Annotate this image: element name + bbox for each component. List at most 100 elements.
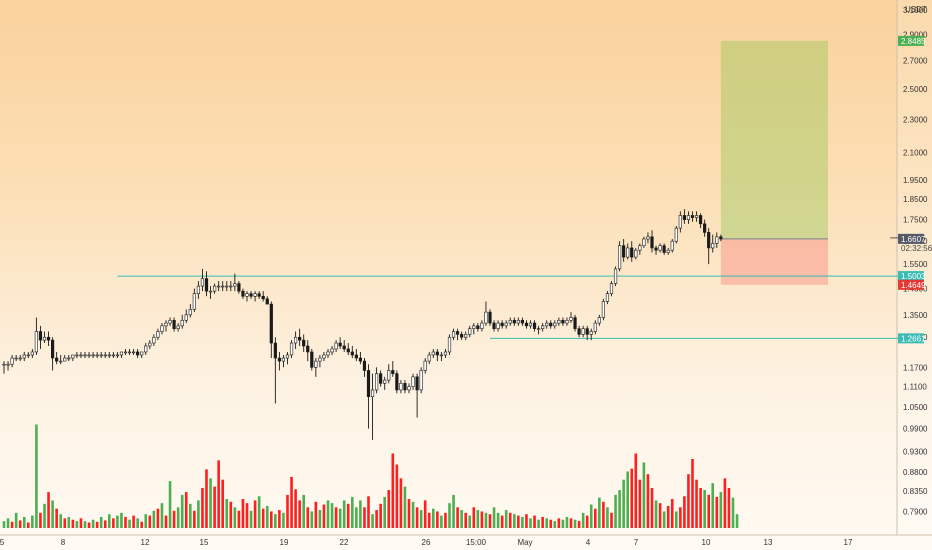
candle xyxy=(253,291,257,302)
candle-body xyxy=(617,245,622,270)
position-tool[interactable] xyxy=(720,40,828,285)
volume-bar xyxy=(6,518,10,528)
quote-currency-label: USDT xyxy=(905,5,927,14)
volume-bar xyxy=(229,501,233,528)
candle-body xyxy=(257,293,261,297)
volume-bar xyxy=(711,483,715,528)
volume-bar xyxy=(460,510,463,528)
volume-bar xyxy=(314,501,318,528)
candle-body xyxy=(374,373,379,391)
candle-body xyxy=(451,331,456,338)
candle xyxy=(634,247,638,260)
candle xyxy=(269,301,273,359)
price-tick-label: 2.1000 xyxy=(903,149,928,158)
price-tick-label: 0.7900 xyxy=(903,507,928,516)
candle-body xyxy=(55,357,59,362)
volume-bar xyxy=(395,464,399,528)
volume-bar xyxy=(581,512,585,528)
volume-bar xyxy=(480,511,484,528)
candle-body xyxy=(38,331,43,341)
candle-body xyxy=(658,245,662,251)
candle xyxy=(338,337,342,349)
volume-bar xyxy=(634,453,638,528)
candle xyxy=(63,354,67,362)
price-axis-panel[interactable] xyxy=(897,0,932,535)
candle xyxy=(293,331,298,349)
candle-body xyxy=(597,317,601,324)
candle-body xyxy=(140,351,144,356)
candle xyxy=(136,348,140,359)
volume-bar xyxy=(691,459,694,528)
candle-body xyxy=(196,285,201,294)
candle-body xyxy=(229,285,233,288)
candle-body xyxy=(642,238,646,246)
candle-body xyxy=(431,351,435,356)
candle xyxy=(330,345,334,355)
candle xyxy=(646,232,650,244)
candle-body xyxy=(63,357,67,362)
candle xyxy=(528,320,533,329)
candle xyxy=(67,354,71,362)
candle-body xyxy=(160,325,164,332)
volume-bar xyxy=(233,507,237,528)
time-tick-label: 26 xyxy=(422,538,431,547)
candle xyxy=(318,354,322,368)
candle-body xyxy=(682,215,686,220)
candle-body xyxy=(18,357,22,360)
volume-bar xyxy=(606,507,609,528)
volume-bar xyxy=(727,487,731,528)
volume-bar xyxy=(120,512,123,528)
volume-bar xyxy=(180,494,184,528)
candle-body xyxy=(127,351,132,354)
candle-body xyxy=(302,339,306,347)
candle-body xyxy=(678,215,682,229)
candle xyxy=(370,373,375,440)
candle xyxy=(536,325,541,335)
volume-bar xyxy=(488,514,492,528)
volume-bar xyxy=(2,521,6,528)
candle-body xyxy=(460,334,464,338)
volume-bar xyxy=(735,514,739,528)
volume-bar xyxy=(598,497,601,528)
candle xyxy=(152,334,156,346)
volume-bar xyxy=(326,500,330,528)
candle-body xyxy=(241,290,245,297)
volume-bar xyxy=(391,453,395,528)
candle-body xyxy=(346,348,350,353)
candle xyxy=(221,281,225,292)
volume-bar xyxy=(411,501,415,528)
volume-bar xyxy=(322,504,326,528)
volume-bar xyxy=(541,516,544,528)
volume-bar xyxy=(47,492,50,528)
candle xyxy=(362,358,367,377)
candle-body xyxy=(395,373,399,391)
candle-body xyxy=(622,245,626,258)
candle-body xyxy=(662,245,666,253)
candle xyxy=(557,317,561,326)
volume-bar xyxy=(298,500,301,528)
candle-body xyxy=(338,342,342,347)
candle xyxy=(387,364,391,384)
candle-body xyxy=(180,319,184,327)
volume-bar xyxy=(650,487,654,528)
candle xyxy=(50,337,55,371)
candle xyxy=(565,317,569,326)
candle-body xyxy=(103,354,107,357)
candle-body xyxy=(281,357,286,362)
profit-zone[interactable] xyxy=(720,40,828,239)
candle xyxy=(597,314,601,326)
price-tick-label: 2.7000 xyxy=(903,57,928,66)
price-tick-label: 1.5500 xyxy=(903,260,928,269)
candle-body xyxy=(545,322,549,327)
candle xyxy=(682,209,686,224)
candle-body xyxy=(464,334,468,338)
volume-bar xyxy=(363,507,366,528)
loss-zone[interactable] xyxy=(720,238,828,285)
volume-bar xyxy=(618,490,621,528)
candle xyxy=(71,354,75,362)
candle-body xyxy=(646,236,650,240)
candle xyxy=(342,340,346,352)
candle-body xyxy=(403,383,407,391)
candle-body xyxy=(67,357,71,360)
